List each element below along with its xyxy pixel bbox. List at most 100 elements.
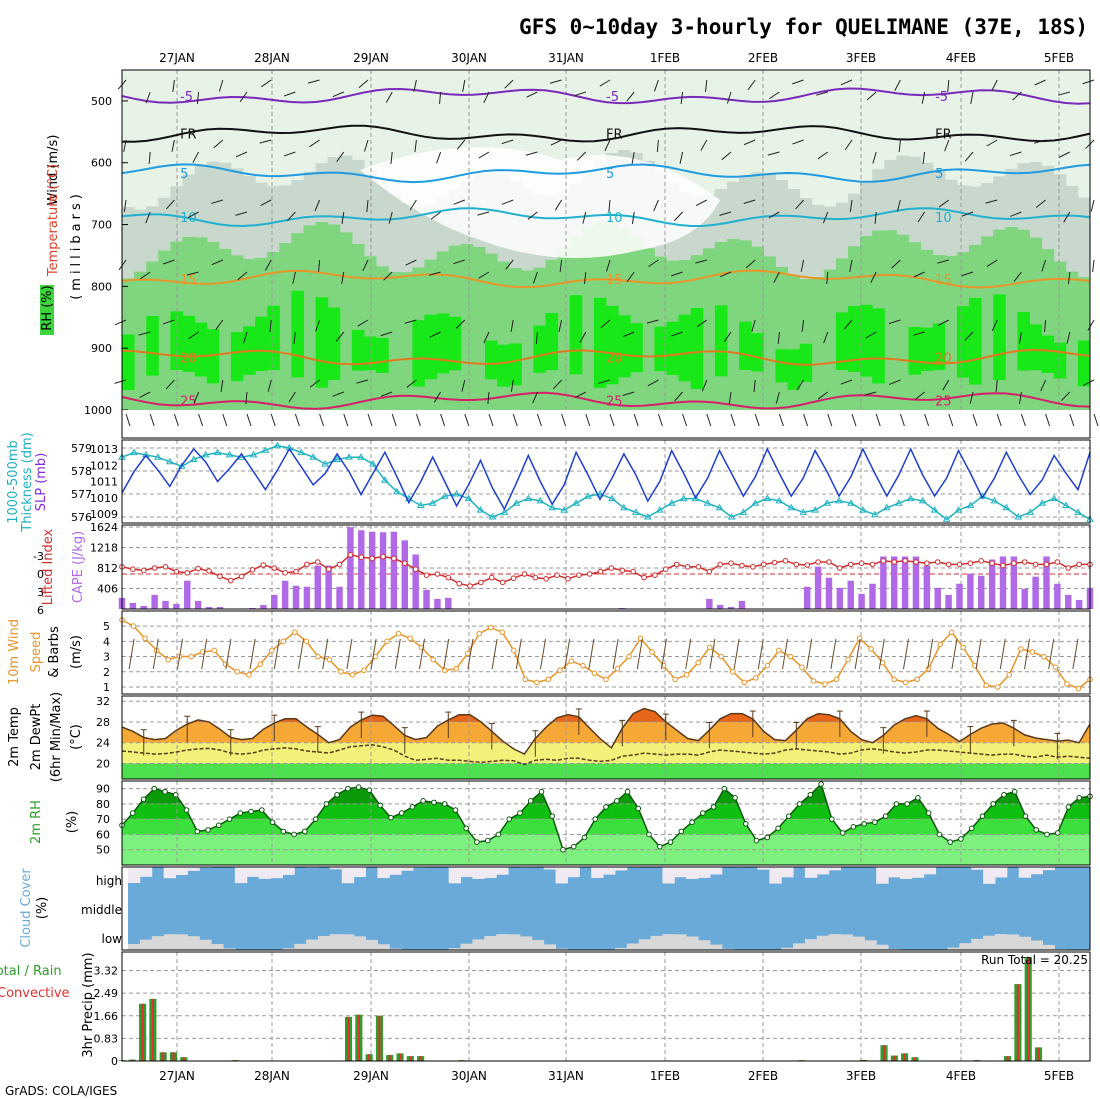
cloud-low-gap [650, 935, 663, 950]
thickness-point [847, 499, 855, 506]
wind-barb [851, 413, 857, 427]
lifted-index-point [1032, 561, 1039, 568]
lifted-index-point [130, 566, 136, 573]
wind-barb [385, 91, 393, 103]
thickness-point [811, 506, 820, 513]
rh-point [624, 788, 631, 795]
rh-shade [122, 334, 135, 390]
wind-barb [501, 199, 514, 205]
cape-bar [271, 594, 278, 609]
wind-speed-point [833, 676, 840, 683]
temp-tick: 32 [96, 695, 110, 708]
wind-barb [501, 139, 514, 145]
wind-barb [380, 391, 393, 397]
precip-label-3: 3hr Precip (mm) [81, 952, 96, 1057]
wind-speed-point [384, 638, 390, 645]
rh-shade [206, 241, 220, 410]
thickness-point [894, 499, 903, 506]
wind-speed-point [280, 638, 287, 645]
cloud-low-gap [175, 934, 188, 950]
rh-shade [1053, 261, 1067, 410]
rh-frame [121, 780, 1091, 866]
cape-bar [129, 602, 137, 609]
wind-barb [453, 199, 465, 205]
rh-point [968, 825, 975, 832]
lifted-index-point [358, 554, 365, 561]
wind-barb [754, 413, 760, 427]
lifted-index-point [325, 566, 332, 573]
cloud-high-gap [662, 867, 675, 884]
lifted-index-point [434, 571, 441, 577]
cloud-high-gap [472, 867, 485, 879]
wind-barb [343, 413, 349, 427]
precip-conv-bar [913, 1057, 917, 1061]
isotherm-label: 20 [935, 351, 952, 366]
rh-point [517, 810, 523, 816]
cape-bar [858, 593, 865, 609]
rh-shade [908, 242, 922, 410]
rh-shade [908, 326, 922, 375]
wind-barb [243, 331, 248, 344]
wind-label-4: (m/s) [69, 635, 84, 669]
wind-barb [536, 413, 542, 427]
rh-point [334, 791, 340, 798]
wind-barb [307, 79, 320, 84]
thickness-point [620, 503, 628, 511]
wind10-barb [588, 638, 595, 670]
wind-barb [149, 413, 155, 427]
isotherm-label: FR [606, 128, 623, 143]
wind-barb [1063, 211, 1071, 223]
lifted-index-point [391, 555, 397, 562]
rh-point [764, 834, 771, 841]
wind-barb [188, 331, 199, 340]
precip-conv-bar [903, 1053, 906, 1061]
wind-barb [283, 151, 296, 157]
rh-shade [702, 248, 716, 410]
wind-speed-point [326, 656, 333, 663]
cloud-low-gap [626, 943, 640, 950]
cloud-high-gap [270, 867, 283, 879]
thickness-point [643, 513, 652, 520]
cape-bar [162, 600, 169, 609]
wind-barb [938, 199, 950, 208]
rh-point [570, 843, 577, 850]
wind-speed-point [476, 630, 483, 637]
wind-barb [985, 199, 998, 204]
wind-barb [723, 331, 732, 343]
temp-band [122, 708, 1090, 722]
wind-speed-point [995, 684, 1001, 690]
wind10-barb [830, 638, 837, 670]
rh-shade [485, 253, 498, 410]
top-day-label: 29JAN [353, 51, 389, 65]
isotherm-label: FR [935, 128, 952, 143]
thickness-point [464, 494, 473, 502]
wind-barb [1041, 259, 1047, 272]
temp-tick: 20 [96, 757, 110, 770]
rh-tick: 50 [96, 844, 110, 857]
wind-barb [969, 391, 974, 404]
wind-speed-point [787, 653, 794, 660]
wind-barb [483, 91, 490, 104]
cloud-layer-label: low [102, 932, 123, 946]
rh-shade [714, 305, 728, 377]
wind-barb [186, 271, 199, 276]
wind10-barb [903, 638, 909, 670]
wind-barb [1082, 79, 1095, 85]
cape-bar [1032, 576, 1039, 609]
cape-bar [880, 556, 887, 609]
isotherm-line [121, 87, 1091, 105]
wind-barb [428, 271, 441, 276]
cloud-high-gap [329, 867, 343, 870]
precip-tick: 3.32 [94, 965, 119, 978]
rh-shade [364, 336, 377, 371]
thickness-point [596, 490, 604, 497]
pressure-tick-label: 700 [91, 219, 112, 232]
wind-speed-point [614, 665, 621, 672]
rh-point [818, 781, 824, 787]
wind-barb [696, 319, 708, 328]
rh-shade [339, 232, 353, 410]
lifted-index-point [1000, 562, 1006, 569]
lifted-index-point [924, 560, 930, 567]
lifted-index-point [597, 568, 604, 575]
cape-bar [445, 597, 452, 609]
